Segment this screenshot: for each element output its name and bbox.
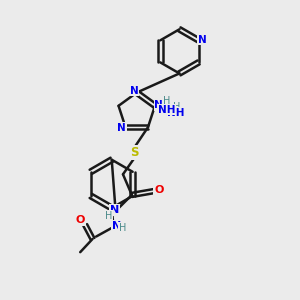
Text: N: N xyxy=(130,85,139,95)
Text: NH: NH xyxy=(167,108,184,118)
Text: N: N xyxy=(154,100,163,110)
Text: H: H xyxy=(119,223,126,233)
Text: S: S xyxy=(130,146,139,159)
Text: NH: NH xyxy=(158,105,175,115)
Text: O: O xyxy=(76,215,85,225)
Text: N: N xyxy=(110,205,119,215)
Text: N: N xyxy=(198,35,207,45)
Text: N: N xyxy=(117,123,126,133)
Text: H: H xyxy=(163,96,170,106)
Text: H: H xyxy=(173,102,181,112)
Text: N: N xyxy=(112,221,121,231)
Text: H: H xyxy=(105,211,112,221)
Text: O: O xyxy=(154,184,164,195)
